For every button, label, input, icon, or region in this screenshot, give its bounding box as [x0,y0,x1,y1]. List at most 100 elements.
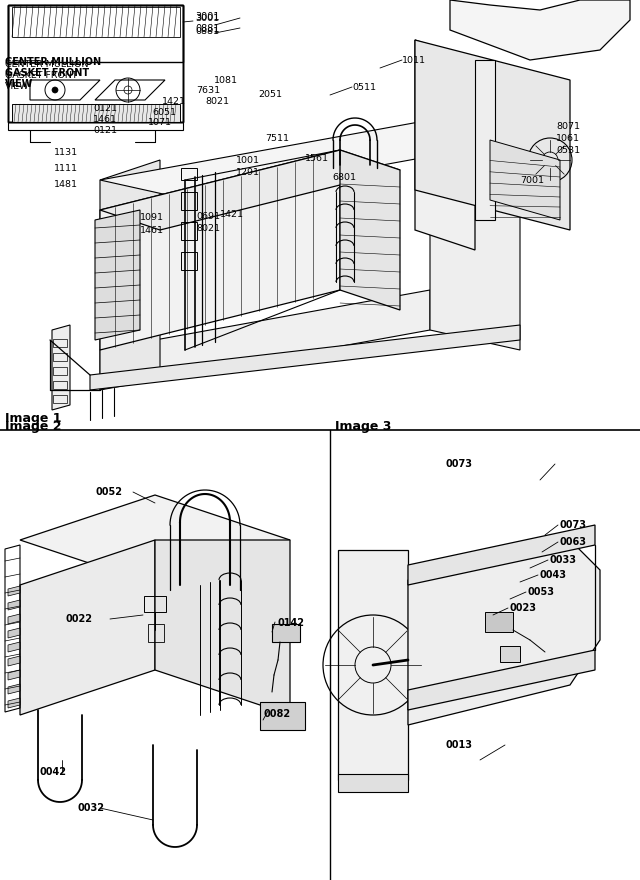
Text: 0022: 0022 [65,614,92,624]
Polygon shape [8,642,20,652]
Bar [181,252,197,270]
Text: 0121: 0121 [93,104,117,113]
Polygon shape [20,495,290,585]
Bar [8,5,183,122]
Bar [53,339,67,347]
Text: 1481: 1481 [54,180,78,188]
Polygon shape [450,0,630,60]
Text: 0082: 0082 [264,709,291,719]
Text: 0043: 0043 [540,570,567,580]
Text: GASKET FRONT: GASKET FRONT [5,70,77,79]
Text: 0073: 0073 [445,459,472,469]
Bar [181,168,197,180]
Text: 1011: 1011 [402,55,426,64]
Text: 1461: 1461 [140,225,164,234]
Polygon shape [8,670,20,680]
Polygon shape [8,698,20,708]
Polygon shape [8,600,20,610]
Bar [338,550,408,780]
Text: 1061: 1061 [556,134,580,143]
Text: 2051: 2051 [258,90,282,99]
Text: 3001: 3001 [195,13,219,23]
Polygon shape [100,290,430,390]
Text: 0032: 0032 [78,803,105,813]
Polygon shape [95,210,140,340]
Polygon shape [100,160,160,390]
Text: 6801: 6801 [332,172,356,181]
Text: 1081: 1081 [214,76,238,84]
Text: 1421: 1421 [220,209,244,218]
Bar [53,395,67,403]
Text: CENTER MULLION: CENTER MULLION [5,60,88,69]
Bar [53,381,67,389]
Bar [475,60,495,220]
Bar [53,353,67,361]
Text: 0042: 0042 [40,767,67,777]
Bar [485,612,513,632]
Text: 1131: 1131 [54,148,78,157]
Text: 8021: 8021 [205,97,229,106]
Text: 1461: 1461 [93,114,117,123]
Polygon shape [100,150,400,230]
Text: 0073: 0073 [560,520,587,530]
Text: 1111: 1111 [54,164,78,172]
Bar [8,5,183,122]
Polygon shape [100,150,340,350]
Text: 0013: 0013 [445,740,472,750]
Polygon shape [100,120,520,200]
Bar [181,192,197,210]
Text: 0063: 0063 [560,537,587,547]
Bar [272,624,300,642]
Text: 0531: 0531 [556,145,580,155]
Text: Image 1: Image 1 [5,412,61,425]
Polygon shape [415,40,570,230]
Polygon shape [8,684,20,694]
Text: GASKET FRONT: GASKET FRONT [5,68,89,78]
Bar [53,367,67,375]
Text: 0033: 0033 [550,555,577,565]
Text: 0142: 0142 [277,618,304,628]
Text: Image 3: Image 3 [335,420,392,433]
Text: 7001: 7001 [520,175,544,185]
Polygon shape [20,540,155,715]
Text: 0121: 0121 [93,126,117,135]
Text: 1421: 1421 [162,97,186,106]
Text: 1291: 1291 [236,167,260,177]
Text: CENTER MULLION: CENTER MULLION [5,57,101,67]
Text: 7511: 7511 [265,134,289,143]
Text: 8021: 8021 [196,224,220,232]
Text: 0691: 0691 [196,211,220,221]
Polygon shape [52,325,70,410]
Polygon shape [430,120,520,350]
Polygon shape [490,140,560,220]
Polygon shape [408,540,600,725]
Text: 0023: 0023 [510,603,537,613]
Text: 0881: 0881 [195,26,219,35]
Bar [500,646,520,662]
Bar [8,5,183,62]
Bar [12,7,180,37]
Circle shape [52,87,58,93]
Polygon shape [415,40,475,250]
Text: 0053: 0053 [528,587,555,597]
Polygon shape [408,525,595,585]
Text: 8071: 8071 [556,121,580,130]
Bar [181,222,197,240]
Text: 0052: 0052 [95,487,122,497]
Polygon shape [8,656,20,666]
Polygon shape [340,150,400,310]
Text: 0881: 0881 [195,24,220,34]
Polygon shape [90,325,520,390]
Text: Image 2: Image 2 [5,420,61,433]
Polygon shape [8,586,20,596]
Text: 1091: 1091 [140,212,164,222]
Bar [144,596,166,612]
Text: VIEW: VIEW [5,82,29,91]
Text: 1561: 1561 [305,153,329,163]
Text: 1071: 1071 [148,118,172,127]
Bar [260,702,305,730]
Text: VIEW: VIEW [5,79,33,89]
Bar [12,104,180,122]
Polygon shape [8,614,20,624]
Text: 3001: 3001 [195,12,220,22]
